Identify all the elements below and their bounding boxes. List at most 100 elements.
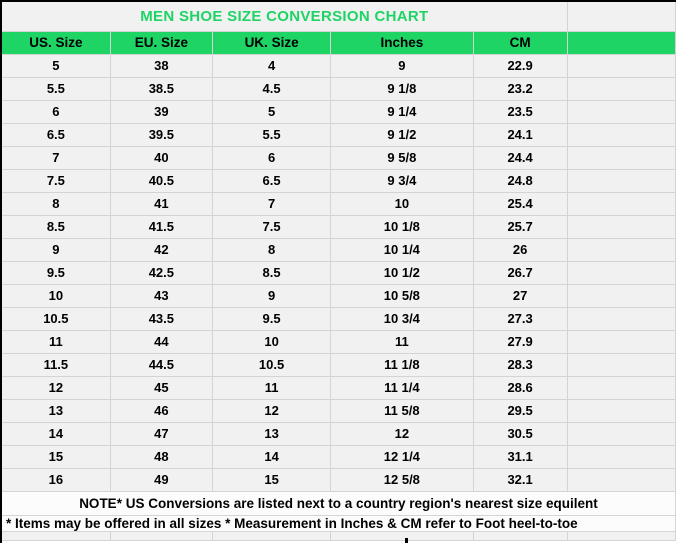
empty-cell (567, 238, 676, 262)
empty-cell (567, 399, 676, 423)
size-cell: 12 (212, 399, 332, 423)
size-cell: 9 (2, 238, 111, 262)
size-cell: 10.5 (2, 307, 111, 331)
size-cell: 27.3 (473, 307, 568, 331)
table-row: 10.5 43.5 9.5 10 3/4 27.3 (2, 307, 676, 331)
partial-row-cell (212, 531, 332, 541)
empty-cell (567, 330, 676, 354)
size-cell: 8 (212, 238, 332, 262)
size-cell: 4.5 (212, 77, 332, 101)
size-cell: 11 1/8 (330, 353, 474, 377)
empty-cell (567, 192, 676, 216)
size-cell: 45 (110, 376, 213, 400)
partial-row-cell (473, 531, 568, 541)
size-cell: 9 1/4 (330, 100, 474, 124)
empty-corner-cell (567, 2, 676, 32)
size-cell: 23.5 (473, 100, 568, 124)
size-cell: 5.5 (2, 77, 111, 101)
page-title: MEN SHOE SIZE CONVERSION CHART (2, 2, 568, 32)
size-cell: 10 5/8 (330, 284, 474, 308)
size-cell: 10 (212, 330, 332, 354)
size-cell: 5 (2, 54, 111, 78)
size-cell: 49 (110, 468, 213, 492)
size-cell: 39.5 (110, 123, 213, 147)
size-cell: 14 (2, 422, 111, 446)
size-cell: 43 (110, 284, 213, 308)
size-cell: 42.5 (110, 261, 213, 285)
table-row: 11 44 10 11 27.9 (2, 330, 676, 354)
size-cell: 9 (330, 54, 474, 78)
size-table-body: 5 38 4 9 22.9 5.5 38.5 4.5 9 1/8 23.2 6 39 5 9 1/4 23.… (2, 54, 676, 492)
table-row: 11.5 44.5 10.5 11 1/8 28.3 (2, 353, 676, 377)
column-header-us-size: US. Size (2, 31, 111, 55)
size-cell: 23.2 (473, 77, 568, 101)
size-cell: 27 (473, 284, 568, 308)
size-cell: 9 5/8 (330, 146, 474, 170)
column-header-cm: CM (473, 31, 568, 55)
size-cell: 31.1 (473, 445, 568, 469)
size-cell: 15 (212, 468, 332, 492)
column-header-inches: Inches (330, 31, 474, 55)
size-cell: 10 1/8 (330, 215, 474, 239)
size-cell: 41 (110, 192, 213, 216)
size-cell: 10 1/2 (330, 261, 474, 285)
empty-cell (567, 123, 676, 147)
size-cell: 10 (2, 284, 111, 308)
table-row: 6 39 5 9 1/4 23.5 (2, 100, 676, 124)
size-cell: 25.4 (473, 192, 568, 216)
size-cell: 7.5 (2, 169, 111, 193)
empty-cell (567, 376, 676, 400)
partial-row-cell (110, 531, 213, 541)
size-cell: 26 (473, 238, 568, 262)
partial-row-cell (567, 531, 676, 541)
size-cell: 24.4 (473, 146, 568, 170)
table-row: 16 49 15 12 5/8 32.1 (2, 468, 676, 492)
size-cell: 5 (212, 100, 332, 124)
table-row: 12 45 11 11 1/4 28.6 (2, 376, 676, 400)
size-cell: 9 (212, 284, 332, 308)
size-cell: 46 (110, 399, 213, 423)
size-cell: 9 1/2 (330, 123, 474, 147)
empty-cell (567, 261, 676, 285)
empty-cell (567, 468, 676, 492)
table-row: 9.5 42.5 8.5 10 1/2 26.7 (2, 261, 676, 285)
empty-cell (567, 353, 676, 377)
empty-header-cell (567, 31, 676, 55)
size-cell: 24.1 (473, 123, 568, 147)
size-cell: 9.5 (2, 261, 111, 285)
table-row: 8 41 7 10 25.4 (2, 192, 676, 216)
size-cell: 11.5 (2, 353, 111, 377)
size-cell: 22.9 (473, 54, 568, 78)
column-header-row: US. Size EU. Size UK. Size Inches CM (2, 31, 676, 55)
empty-cell (567, 100, 676, 124)
size-cell: 44 (110, 330, 213, 354)
size-cell: 12 1/4 (330, 445, 474, 469)
size-cell: 42 (110, 238, 213, 262)
size-cell: 12 (2, 376, 111, 400)
size-cell: 6 (212, 146, 332, 170)
table-row: 13 46 12 11 5/8 29.5 (2, 399, 676, 423)
size-cell: 10 3/4 (330, 307, 474, 331)
table-row: 8.5 41.5 7.5 10 1/8 25.7 (2, 215, 676, 239)
size-cell: 40.5 (110, 169, 213, 193)
table-row: 7.5 40.5 6.5 9 3/4 24.8 (2, 169, 676, 193)
size-cell: 28.3 (473, 353, 568, 377)
size-cell: 6 (2, 100, 111, 124)
size-cell: 25.7 (473, 215, 568, 239)
size-cell: 4 (212, 54, 332, 78)
size-cell: 44.5 (110, 353, 213, 377)
size-cell: 12 (330, 422, 474, 446)
note-row: * Items may be offered in all sizes * Me… (2, 515, 676, 532)
empty-cell (567, 445, 676, 469)
empty-cell (567, 54, 676, 78)
size-cell: 10 1/4 (330, 238, 474, 262)
title-row: MEN SHOE SIZE CONVERSION CHART (2, 2, 676, 32)
clipped-text-mark (405, 538, 408, 543)
note-text-1: NOTE* US Conversions are listed next to … (2, 491, 676, 516)
note-text-2: * Items may be offered in all sizes * Me… (2, 515, 676, 532)
empty-cell (567, 146, 676, 170)
size-cell: 7 (2, 146, 111, 170)
size-cell: 6.5 (212, 169, 332, 193)
size-cell: 7.5 (212, 215, 332, 239)
size-cell: 12 5/8 (330, 468, 474, 492)
